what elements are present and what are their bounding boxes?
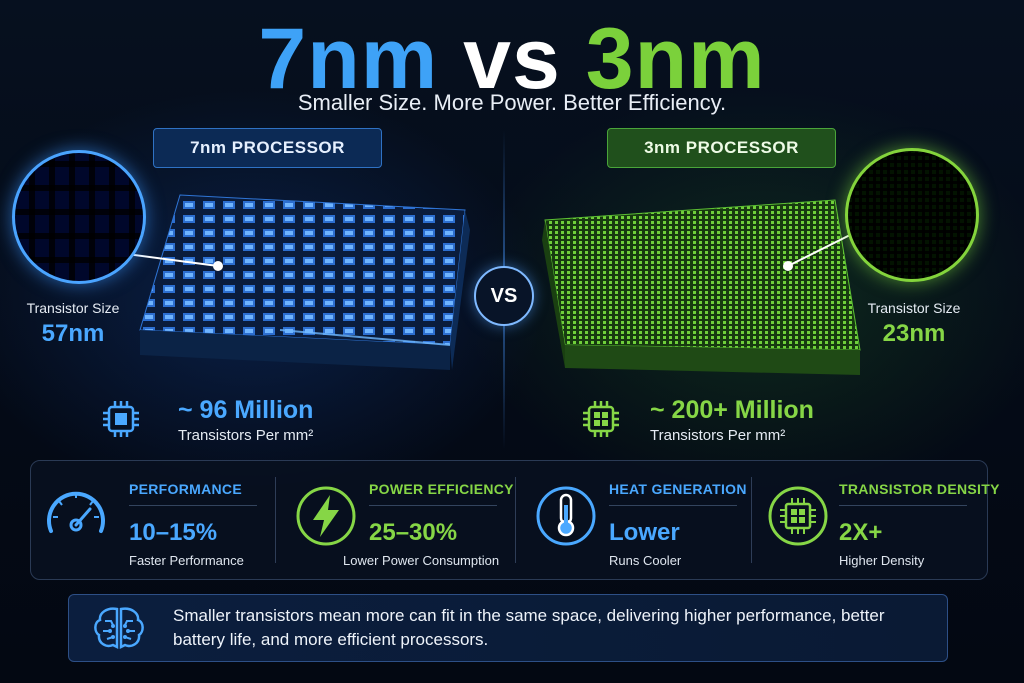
metrics-panel: PERFORMANCE 10–15% Faster Performance PO… <box>30 460 999 580</box>
page-title: 7nm vs 3nm <box>0 14 1024 104</box>
metric-separator <box>515 477 516 563</box>
label-7nm-processor: 7nm PROCESSOR <box>153 128 382 168</box>
metric-transistor-density: TRANSISTOR DENSITY 2X+ Higher Density <box>753 461 999 579</box>
chip-7nm-illustration <box>120 194 470 370</box>
metric-desc: Lower Power Consumption <box>343 553 500 568</box>
speedometer-icon <box>47 491 105 533</box>
metric-title: HEAT GENERATION <box>609 481 747 497</box>
title-3nm: 3nm <box>585 11 766 107</box>
metric-power-efficiency: POWER EFFICIENCY 25–30% Lower Power Cons… <box>281 461 521 579</box>
metric-rule <box>369 505 497 506</box>
metric-separator <box>275 477 276 563</box>
metric-separator <box>751 477 752 563</box>
metric-value: 10–15% <box>129 519 218 546</box>
cpu-icon <box>583 401 619 437</box>
metric-rule <box>839 505 967 506</box>
label-3nm-processor: 3nm PROCESSOR <box>607 128 836 168</box>
vs-badge: VS <box>474 266 534 326</box>
metric-title: TRANSISTOR DENSITY <box>839 481 1000 497</box>
metric-rule <box>129 505 257 506</box>
count-value: ~ 96 Million <box>178 396 314 424</box>
brain-circuit-icon <box>94 607 144 650</box>
zoom-7nm-transistors <box>12 150 146 284</box>
size-label: Transistor Size <box>867 300 961 316</box>
metric-title: PERFORMANCE <box>129 481 242 497</box>
transistor-size-7nm: Transistor Size 57nm <box>20 298 126 350</box>
transistor-count-3nm: ~ 200+ Million Transistors Per mm² <box>650 396 814 444</box>
chip-icon <box>768 486 828 546</box>
metric-value: Lower <box>609 519 680 546</box>
thermometer-icon <box>536 486 596 546</box>
metric-title: POWER EFFICIENCY <box>369 481 514 497</box>
size-value: 23nm <box>882 320 946 347</box>
size-value: 57nm <box>41 320 105 347</box>
count-unit: Transistors Per mm² <box>178 427 314 444</box>
count-unit: Transistors Per mm² <box>650 427 786 444</box>
transistor-size-3nm: Transistor Size 23nm <box>860 298 968 350</box>
metric-desc: Faster Performance <box>129 553 244 568</box>
count-value: ~ 200+ Million <box>650 396 814 424</box>
footer-note: Smaller transistors mean more can fit in… <box>68 594 948 662</box>
cpu-icon <box>103 401 139 437</box>
title-7nm: 7nm <box>258 11 439 107</box>
zoom-3nm-transistors <box>845 148 979 282</box>
footer-text: Smaller transistors mean more can fit in… <box>173 606 885 649</box>
metric-rule <box>609 505 737 506</box>
size-label: Transistor Size <box>26 300 120 316</box>
metric-desc: Runs Cooler <box>609 553 682 568</box>
lightning-icon <box>296 486 356 546</box>
title-vs: vs <box>463 11 561 107</box>
transistor-count-7nm: ~ 96 Million Transistors Per mm² <box>178 396 313 444</box>
metric-value: 25–30% <box>369 519 458 546</box>
subtitle: Smaller Size. More Power. Better Efficie… <box>297 90 727 115</box>
metric-performance: PERFORMANCE 10–15% Faster Performance <box>31 461 271 579</box>
metric-heat-generation: HEAT GENERATION Lower Runs Cooler <box>521 461 751 579</box>
chip-3nm-illustration <box>542 199 861 375</box>
metric-value: 2X+ <box>839 519 883 546</box>
metric-desc: Higher Density <box>839 553 925 568</box>
